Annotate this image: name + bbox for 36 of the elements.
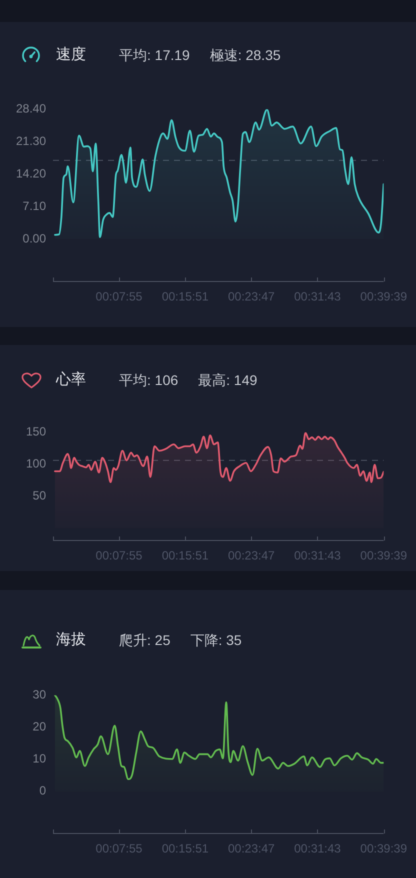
y-tick-label: 50 [32, 488, 46, 502]
x-tick-label: 00:15:51 [162, 842, 209, 856]
x-tick-label: 00:31:43 [294, 548, 342, 563]
x-tick-label: 00:39:39 [360, 290, 408, 304]
x-tick-label: 00:31:43 [294, 842, 342, 856]
text: 平均: 106 [119, 371, 178, 390]
x-tick-label: 00:31:43 [294, 290, 342, 304]
x-tick-label: 00:15:51 [162, 290, 209, 304]
chart-title: 心率 [56, 370, 86, 390]
x-tick-label: 00:07:55 [96, 842, 143, 856]
text: 最高: 149 [198, 371, 258, 390]
x-tick-label: 00:39:39 [360, 842, 408, 856]
x-tick-label: 00:23:47 [228, 290, 276, 304]
y-tick-label: 0 [39, 784, 46, 798]
y-tick-label: 150 [26, 424, 46, 439]
x-tick-label: 00:23:47 [228, 548, 276, 563]
chart-title: 海拔 [56, 630, 86, 650]
text: 平均: 17.19 [119, 46, 190, 65]
y-tick-label: 20 [32, 720, 46, 734]
y-tick-label: 21.30 [16, 134, 46, 148]
text: 極速: 28.35 [210, 46, 281, 65]
chart-title: 速度 [56, 45, 86, 65]
x-tick-label: 00:07:55 [96, 548, 143, 563]
x-tick-label: 00:15:51 [162, 548, 209, 563]
x-tick-label: 00:39:39 [360, 548, 408, 563]
y-tick-label: 0.00 [22, 231, 46, 246]
y-tick-label: 30 [32, 688, 46, 702]
y-tick-label: 28.40 [16, 102, 46, 116]
y-tick-label: 100 [26, 456, 46, 470]
y-tick-label: 10 [32, 752, 46, 766]
text: 下降: 35 [190, 631, 242, 650]
y-tick-label: 14.20 [16, 166, 46, 180]
x-tick-label: 00:23:47 [228, 842, 276, 856]
y-tick-label: 7.10 [22, 198, 46, 213]
text: 爬升: 25 [119, 631, 170, 650]
x-tick-label: 00:07:55 [96, 290, 143, 304]
